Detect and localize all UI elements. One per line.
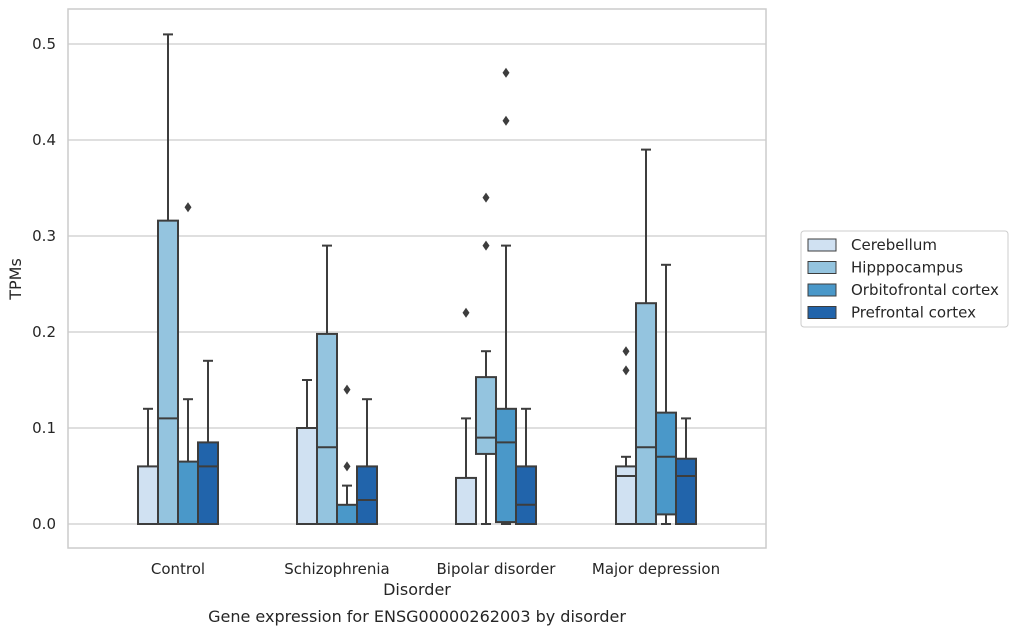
box-body	[495, 407, 517, 524]
legend: Cerebellum Hipppocampus Orbitofrontal cort…	[800, 230, 1009, 328]
box-body	[515, 465, 537, 525]
box-body	[675, 457, 697, 525]
box-body	[356, 465, 378, 525]
box-body	[296, 427, 318, 525]
box-2-2	[316, 244, 338, 526]
legend-swatch	[807, 261, 837, 274]
x-tick-labels: Control Schizophrenia Bipolar disorder Majo…	[151, 560, 720, 578]
legend-label: Prefrontal cortex	[851, 304, 976, 322]
outlier-point	[343, 461, 351, 472]
legend-swatch	[807, 283, 837, 297]
legend-label: Cerebellum	[851, 236, 937, 254]
box-body	[336, 503, 358, 525]
box-1-2	[157, 33, 179, 525]
y-tick-label: 0.1	[32, 419, 56, 437]
chart-caption: Gene expression for ENSG00000262003 by d…	[208, 607, 626, 626]
box-body	[635, 302, 657, 526]
box-2-4	[356, 398, 378, 525]
box-groups	[137, 33, 697, 526]
y-axis-title: TPMs	[6, 258, 25, 301]
legend-item: Hipppocampus	[807, 259, 963, 277]
outlier-point	[482, 240, 490, 251]
box-3-1	[455, 307, 477, 526]
box-3-3	[495, 67, 517, 525]
x-axis-title: Disorder	[383, 580, 451, 599]
box-body	[197, 441, 219, 525]
box-body	[157, 219, 179, 525]
box-2-3	[336, 384, 358, 525]
outlier-point	[502, 67, 510, 78]
outlier-point	[482, 192, 490, 203]
legend-label: Hipppocampus	[851, 259, 963, 277]
x-tick-label: Schizophrenia	[284, 560, 389, 578]
box-3-4	[515, 407, 537, 525]
box-1-1	[137, 407, 159, 525]
legend-item: Cerebellum	[807, 236, 937, 254]
box-body	[655, 411, 677, 516]
y-tick-label: 0.5	[32, 35, 56, 53]
y-tick-label: 0.2	[32, 323, 56, 341]
box-body	[475, 376, 497, 455]
legend-swatch	[807, 238, 837, 252]
legend-label: Orbitofrontal cortex	[851, 281, 999, 299]
x-tick-label: Control	[151, 560, 205, 578]
legend-frame	[800, 230, 1009, 328]
y-tick-labels: 0.0 0.1 0.2 0.3 0.4 0.5	[32, 35, 56, 533]
outlier-point	[462, 307, 470, 318]
outlier-point	[502, 115, 510, 126]
x-tick-label: Bipolar disorder	[437, 560, 557, 578]
box-body	[455, 476, 477, 526]
box-body	[177, 460, 199, 526]
legend-item: Prefrontal cortex	[807, 304, 976, 322]
box-4-1	[615, 346, 637, 525]
y-tick-label: 0.0	[32, 515, 56, 533]
outlier-point	[622, 346, 630, 357]
box-body	[316, 332, 338, 526]
box-body	[137, 465, 159, 525]
box-4-3	[655, 263, 677, 525]
box-3-2	[475, 192, 497, 525]
box-4-4	[675, 417, 697, 525]
legend-swatch	[807, 306, 837, 319]
y-tick-label: 0.4	[32, 131, 56, 149]
outlier-point	[184, 202, 192, 213]
x-tick-label: Major depression	[592, 560, 720, 578]
box-4-2	[635, 148, 657, 526]
outlier-point	[622, 365, 630, 376]
y-tick-label: 0.3	[32, 227, 56, 245]
box-1-4	[197, 359, 219, 525]
outlier-point	[343, 384, 351, 395]
legend-item: Orbitofrontal cortex	[807, 281, 999, 299]
